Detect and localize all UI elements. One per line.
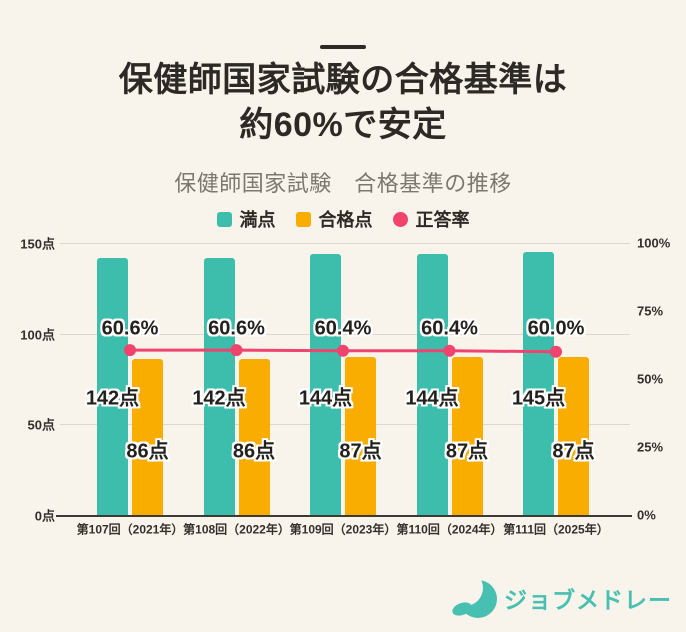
- y-axis-tick-label: 50点: [27, 417, 55, 433]
- page-title-line-1: 保健師国家試験の合格基準は: [118, 61, 568, 99]
- legend-item: 正答率: [392, 206, 470, 232]
- legend-swatch-circle: [392, 211, 408, 227]
- x-axis-line: [56, 515, 632, 517]
- brand-name: ジョブメドレー: [504, 587, 672, 613]
- secondary-axis-tick-label: 25%: [637, 439, 664, 455]
- x-axis-category-label: 第107回（2021年）: [76, 522, 184, 537]
- y-axis-tick-label: 150点: [20, 236, 55, 252]
- bar-pass-score: [451, 357, 483, 515]
- line-value-label: 60.6%: [208, 317, 265, 340]
- legend-swatch-square: [216, 211, 232, 227]
- line-value-label: 60.0%: [527, 317, 585, 340]
- bar-value-label: 142点: [192, 387, 246, 410]
- x-axis-category-label: 第110回（2024年）: [396, 522, 503, 537]
- secondary-axis-tick-label: 0%: [637, 507, 656, 523]
- bar-value-label: 86点: [126, 440, 169, 463]
- trend-line: [130, 348, 557, 354]
- bar-pass-score: [132, 359, 163, 515]
- bar-max-score: [203, 257, 235, 515]
- bar-value-label: 87点: [552, 440, 595, 463]
- page-title: 保健師国家試験の合格基準は 約60%で安定: [0, 58, 686, 148]
- bar-value-label: 86点: [232, 440, 276, 463]
- bar-value-label: 145点: [511, 387, 566, 410]
- x-axis-category-label: 第111回（2025年）: [503, 522, 609, 537]
- legend-swatch-square: [295, 211, 311, 227]
- legend-item: 合格点: [295, 206, 373, 232]
- bar-value-label: 87点: [445, 440, 489, 463]
- line-value-label: 60.4%: [421, 317, 478, 340]
- brand-crescent-icon: [452, 580, 497, 618]
- legend-item: 満点: [216, 206, 276, 232]
- bar-max-score: [97, 257, 128, 515]
- bar-max-score: [416, 253, 448, 515]
- x-axis-category-label: 第108回（2022年）: [183, 522, 290, 537]
- chart-subtitle: 保健師国家試験 合格基準の推移: [174, 171, 512, 196]
- page-title-line-2: 約60%で安定: [239, 106, 447, 145]
- bar-value-label: 144点: [405, 387, 459, 410]
- legend-label: 合格点: [318, 210, 373, 230]
- title-divider: [320, 45, 366, 49]
- y-axis-tick-label: 100点: [20, 327, 55, 343]
- secondary-axis-tick-label: 100%: [637, 235, 671, 251]
- y-axis-tick-label: 0点: [34, 508, 55, 524]
- bar-pass-score: [558, 357, 589, 515]
- legend-label: 正答率: [415, 210, 470, 230]
- secondary-axis-tick-label: 50%: [637, 371, 664, 387]
- brand-logo: ジョブメドレー: [451, 574, 672, 622]
- bar-value-label: 142点: [85, 387, 140, 410]
- bar-pass-score: [345, 357, 376, 515]
- chart-legend: 満点 合格点 正答率: [0, 206, 686, 232]
- secondary-axis-tick-label: 75%: [637, 303, 664, 319]
- line-value-label: 60.4%: [314, 317, 372, 340]
- x-axis-category-label: 第109回（2023年）: [289, 522, 397, 537]
- bar-value-label: 144点: [298, 387, 353, 410]
- bar-pass-score: [238, 359, 270, 515]
- bar-max-score: [310, 253, 341, 515]
- bar-value-label: 87点: [339, 440, 382, 463]
- grid-line: [60, 333, 630, 335]
- bar-max-score: [523, 252, 554, 515]
- grid-line: [60, 243, 630, 244]
- line-value-label: 60.6%: [101, 317, 159, 340]
- legend-label: 満点: [239, 210, 276, 230]
